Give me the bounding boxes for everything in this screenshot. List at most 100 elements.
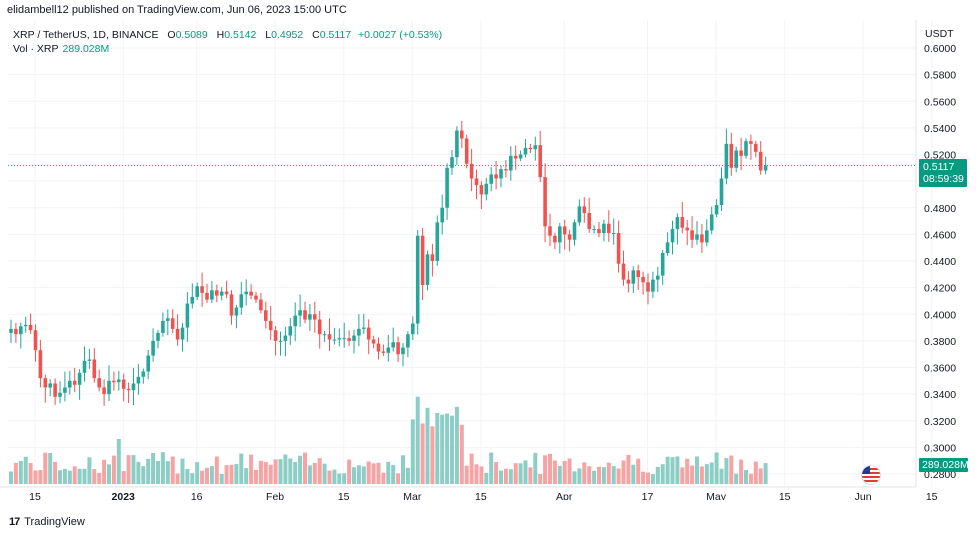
volume-bar xyxy=(450,415,454,484)
volume-bar xyxy=(719,468,724,484)
volume-bar xyxy=(381,472,386,484)
volume-bar xyxy=(704,464,709,484)
candle-body xyxy=(366,327,371,340)
open-value: 0.5089 xyxy=(175,29,208,41)
candle-body xyxy=(494,174,498,179)
candle-body xyxy=(303,310,307,320)
volume-bar xyxy=(234,464,239,484)
volume-bar xyxy=(401,455,405,484)
bar-countdown: 08:59:39 xyxy=(923,173,964,185)
candle-body xyxy=(695,234,699,240)
candle-body xyxy=(273,330,278,341)
volume-bar xyxy=(72,466,77,484)
price-tick-label: 0.3000 xyxy=(924,442,956,454)
candle-body xyxy=(219,291,224,296)
price-tick-label: 0.5600 xyxy=(924,96,956,108)
candle-body xyxy=(352,335,356,341)
volume-bar xyxy=(567,458,572,484)
candle-body xyxy=(499,169,503,179)
volume-bar xyxy=(33,470,38,484)
time-tick-label: Jun xyxy=(855,491,872,500)
candle-body xyxy=(234,307,239,316)
candle-body xyxy=(131,383,136,391)
volume-bar xyxy=(709,462,714,484)
volume-bar xyxy=(557,465,562,484)
open-label: O xyxy=(167,29,176,41)
volume-bars xyxy=(9,396,768,484)
candle-body xyxy=(602,223,606,234)
volume-bar xyxy=(273,459,278,484)
candle-body xyxy=(479,185,484,195)
volume-bar xyxy=(538,473,543,484)
time-tick-label: 15 xyxy=(779,491,791,500)
candle-body xyxy=(646,282,650,292)
volume-bar xyxy=(116,439,121,484)
volume-bar xyxy=(714,452,719,484)
price-chart[interactable]: 0.60000.58000.56000.54000.52000.50000.48… xyxy=(0,0,980,500)
us-flag-icon[interactable] xyxy=(861,465,881,485)
candle-body xyxy=(665,242,670,254)
volume-bar xyxy=(258,460,263,484)
volume-bar xyxy=(214,456,219,484)
price-tick-label: 0.4400 xyxy=(924,256,956,268)
volume-bar xyxy=(209,466,214,484)
candle-body xyxy=(215,290,219,296)
candle-body xyxy=(415,235,420,324)
volume-bar xyxy=(405,467,410,484)
time-tick-label: 2023 xyxy=(112,491,136,500)
volume-bar xyxy=(699,466,704,484)
volume-bar xyxy=(288,458,293,484)
candle-body xyxy=(313,314,317,320)
candle-body xyxy=(38,350,43,379)
volume-bar xyxy=(263,462,268,484)
price-tick-label: 0.4800 xyxy=(924,203,956,215)
volume-bar xyxy=(660,464,665,484)
candle-body xyxy=(87,359,92,361)
volume-bar xyxy=(739,459,744,484)
volume-bar xyxy=(126,455,131,484)
volume-bar xyxy=(48,452,53,484)
tradingview-footer[interactable]: 17 TradingView xyxy=(9,516,85,528)
volume-bar xyxy=(307,465,312,484)
volume-bar xyxy=(396,473,401,484)
candle-body xyxy=(141,371,146,377)
candle-body xyxy=(553,235,557,243)
time-tick-label: 15 xyxy=(338,491,350,500)
volume-bar xyxy=(249,454,254,484)
volume-bar xyxy=(459,424,464,484)
candle-body xyxy=(293,315,297,327)
symbol-legend: XRP / TetherUS, 1D, BINANCE O0.5089 H0.5… xyxy=(13,28,442,42)
volume-bar xyxy=(190,473,195,484)
current-price: 0.5117 xyxy=(923,161,955,173)
candle-body xyxy=(690,230,694,240)
volume-bar xyxy=(597,466,601,484)
volume-bar xyxy=(53,461,58,484)
volume-bar xyxy=(425,407,430,484)
candle-body xyxy=(626,279,631,284)
candle-body xyxy=(705,230,709,243)
candle-body xyxy=(386,347,391,353)
candle-body xyxy=(729,143,734,168)
candle-body xyxy=(259,299,263,311)
candle-body xyxy=(509,155,513,171)
volume-bar xyxy=(665,456,670,484)
volume-bar xyxy=(175,473,180,484)
candle-body xyxy=(322,334,327,336)
volume-bar xyxy=(293,462,298,484)
candle-body xyxy=(190,296,195,304)
candle-body xyxy=(229,294,234,316)
candle-body xyxy=(455,130,459,158)
candle-body xyxy=(19,326,23,335)
volume-bar xyxy=(592,470,597,484)
candle-body xyxy=(249,291,253,296)
candle-body xyxy=(210,290,214,300)
volume-bar xyxy=(146,458,151,484)
volume-bar xyxy=(62,468,67,484)
price-axis-labels: 0.60000.58000.56000.54000.52000.50000.48… xyxy=(924,43,956,481)
candle-body xyxy=(268,320,273,331)
candle-body xyxy=(582,206,587,214)
candle-body xyxy=(474,178,479,186)
volume-bar xyxy=(107,464,111,484)
candle-body xyxy=(489,174,493,184)
candle-body xyxy=(9,328,13,333)
